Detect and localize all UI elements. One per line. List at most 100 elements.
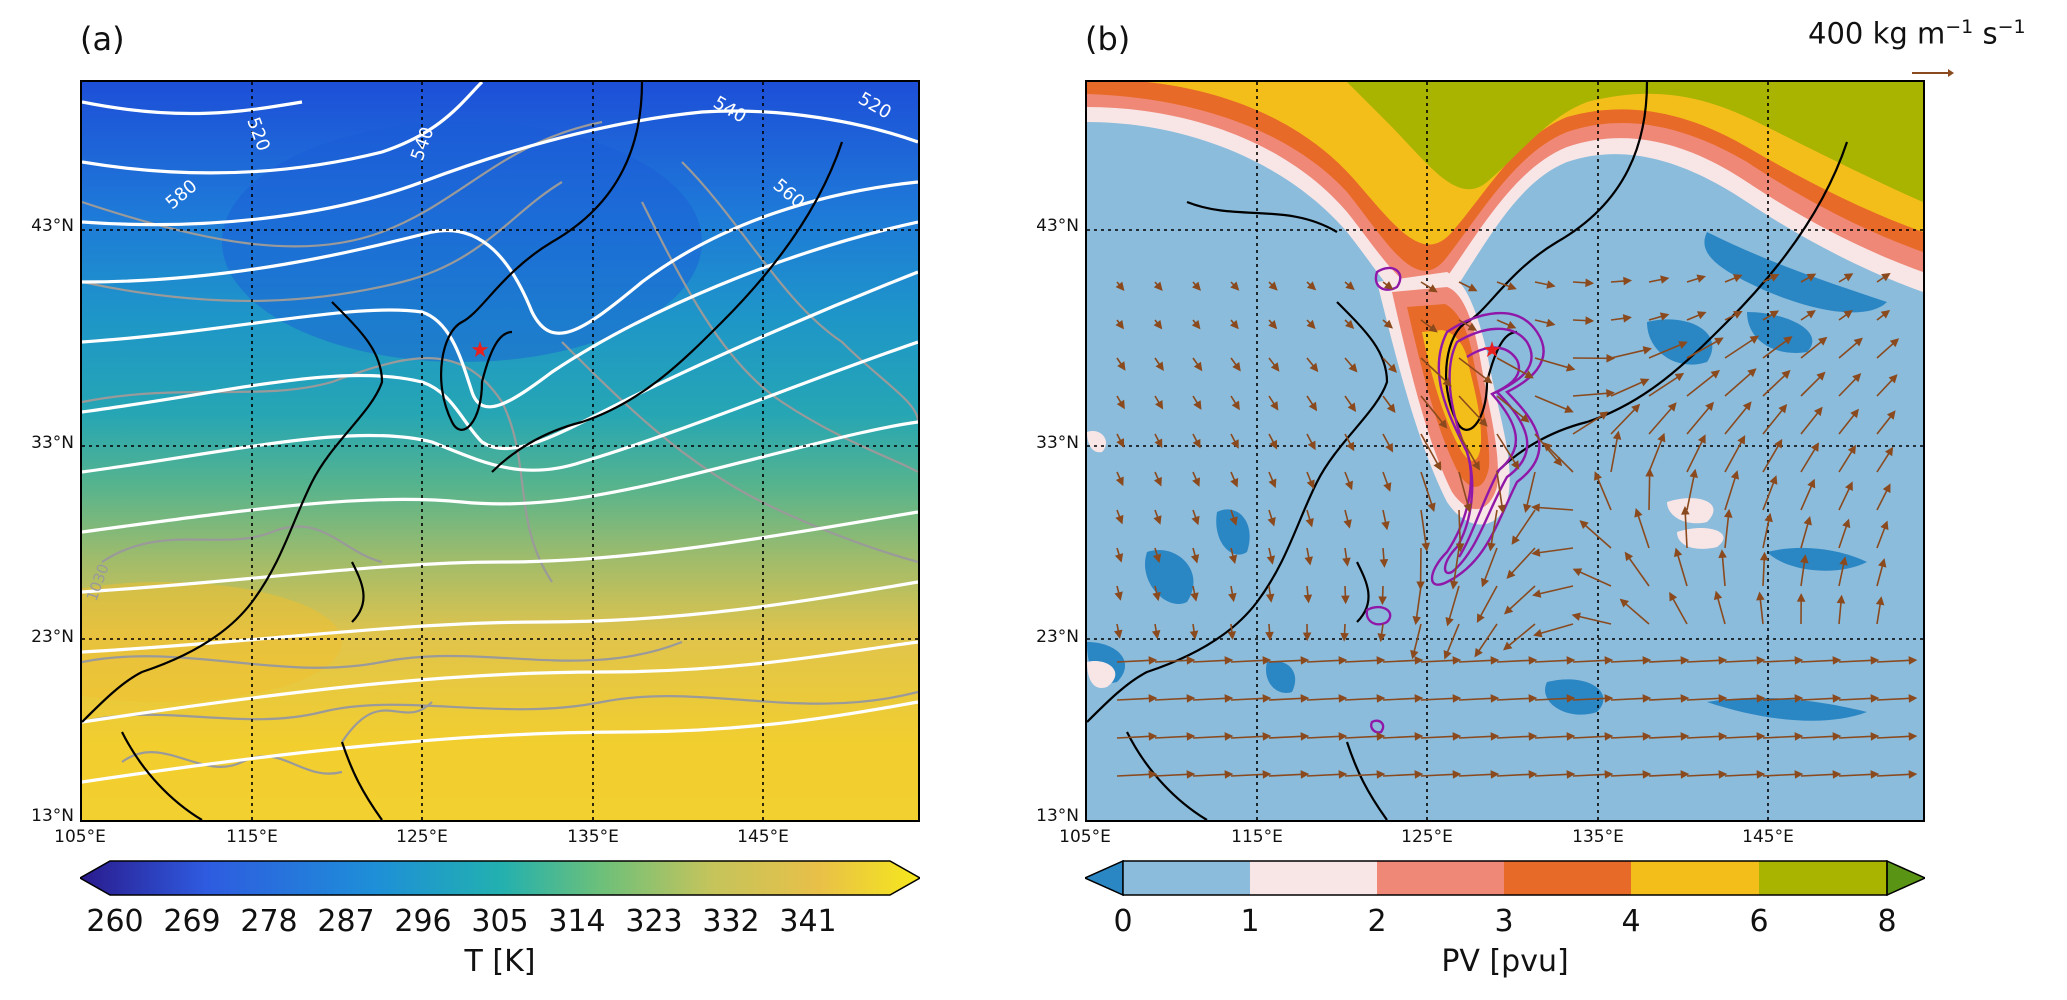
flux-vector-head — [1604, 770, 1614, 779]
flux-vector-head — [1270, 401, 1279, 411]
flux-vector-head — [1262, 694, 1272, 703]
flux-vector-head — [1300, 732, 1310, 741]
flux-vector-head — [1623, 276, 1633, 286]
flux-vector-head — [1718, 694, 1728, 703]
pv-colorbar — [1083, 859, 1927, 897]
flux-vector-head — [1433, 461, 1442, 471]
flux-vector-head — [1262, 656, 1272, 665]
colorbar-over-extension — [1886, 859, 1927, 897]
flux-vector-head — [1338, 732, 1348, 741]
flux-vector-head — [1269, 439, 1278, 450]
flux-vector-head — [1421, 542, 1430, 552]
flux-vector-head — [1506, 320, 1517, 329]
flux-vector-head — [1718, 732, 1728, 741]
flux-vector-head — [1817, 336, 1828, 346]
flux-vector-head — [1228, 592, 1237, 603]
cbar-tick: 323 — [625, 904, 683, 939]
flux-vector-head — [1870, 770, 1880, 779]
flux-vector-head — [1880, 520, 1889, 531]
flux-vector-head — [1153, 319, 1163, 330]
flux-vector-head — [1622, 314, 1632, 323]
flux-vector-head — [1756, 732, 1766, 741]
lon-tick: 115°E — [1231, 827, 1283, 847]
flux-vector-head — [1385, 442, 1394, 453]
flux-vector-head — [1186, 732, 1196, 741]
flux-vector-head — [1224, 694, 1234, 703]
flux-vector-head — [1347, 402, 1357, 412]
flux-vector-head — [1881, 272, 1891, 282]
flux-vector-head — [1267, 517, 1276, 527]
flux-vector-head — [1428, 323, 1438, 333]
lat-tick: 33°N — [1036, 433, 1079, 453]
flux-vector-head — [1528, 694, 1538, 703]
flux-vector-head — [1427, 502, 1436, 512]
flux-vector-head — [1764, 512, 1773, 523]
flux-vector-head — [1266, 555, 1276, 565]
flux-vector-head — [1186, 656, 1196, 665]
flux-vector-head — [1847, 444, 1857, 455]
flux-vector-head — [1482, 374, 1493, 384]
flux-vector-head — [1490, 770, 1500, 779]
flux-vector-head — [1660, 275, 1670, 284]
flux-vector-head — [1153, 281, 1163, 291]
flux-vector-head — [1642, 346, 1652, 355]
flux-vector-head — [1507, 282, 1517, 291]
flux-vector-head — [1604, 732, 1614, 741]
flux-vector-head — [1585, 316, 1595, 325]
flux-vector-head — [1724, 508, 1733, 518]
cbar-tick: 269 — [163, 904, 221, 939]
flux-vector-head — [1191, 319, 1201, 330]
flux-vector-head — [1832, 656, 1842, 665]
flux-vector-head — [1756, 656, 1766, 665]
flux-vector-head — [1490, 694, 1500, 703]
flux-vector-head — [1546, 318, 1556, 328]
flux-vector-head — [1117, 361, 1126, 371]
flux-vector-head — [1383, 319, 1393, 329]
flux-vector-head — [1566, 732, 1576, 741]
flux-vector-head — [1888, 374, 1898, 384]
flux-vector-head — [1680, 770, 1690, 779]
flux-vector-head — [1471, 460, 1480, 471]
flux-vector-head — [1624, 551, 1634, 562]
flux-vector-head — [1783, 336, 1793, 345]
flux-vector-head — [1697, 434, 1706, 444]
flux-vector-head — [1742, 401, 1752, 411]
colorbar-bin — [1504, 861, 1631, 895]
temperature-map: 520 580 540 540 560 520 1030 ★ — [80, 80, 920, 822]
geopotential-contours — [82, 82, 918, 784]
lon-tick: 115°E — [226, 827, 278, 847]
cbar-tick: 2 — [1367, 904, 1387, 939]
flux-vector-head — [1378, 596, 1387, 606]
flux-vector-head — [1689, 468, 1698, 479]
flux-vector-head — [1673, 547, 1683, 558]
flux-vector-head — [1115, 476, 1124, 487]
pv-band-4-6 — [1147, 82, 1923, 245]
flux-vector-head — [1680, 732, 1690, 741]
flux-vector-head — [1338, 656, 1348, 665]
lat-tick: 43°N — [31, 216, 74, 236]
flux-vector-head — [1511, 460, 1520, 470]
flux-vector-head — [1769, 273, 1780, 282]
flux-vector-head — [1268, 478, 1277, 489]
flux-vector-head — [1599, 411, 1609, 420]
flux-vector-head — [1346, 441, 1355, 452]
flux-vector-head — [1908, 694, 1918, 703]
flux-vector-head — [1639, 378, 1650, 387]
flux-vector-head — [1718, 549, 1727, 559]
flux-vector-head — [1606, 354, 1616, 363]
lon-tick: 125°E — [396, 827, 448, 847]
flux-vector-head — [1875, 596, 1885, 606]
flux-vector-head — [1585, 278, 1595, 288]
flux-vector-head — [1503, 641, 1513, 651]
flux-vector-head — [1674, 372, 1685, 382]
flux-vector-head — [1463, 503, 1472, 513]
flux-vector-head — [1377, 633, 1386, 643]
flux-vector-head — [1810, 442, 1820, 452]
flux-vector-head — [1300, 770, 1310, 779]
flux-vector-head — [1268, 281, 1278, 291]
flux-vector-head — [1667, 402, 1677, 412]
cbar-tick: 296 — [394, 904, 452, 939]
cbar-tick: 305 — [471, 904, 529, 939]
colorbar-bin — [1377, 861, 1504, 895]
flux-vector-head — [1506, 569, 1516, 579]
